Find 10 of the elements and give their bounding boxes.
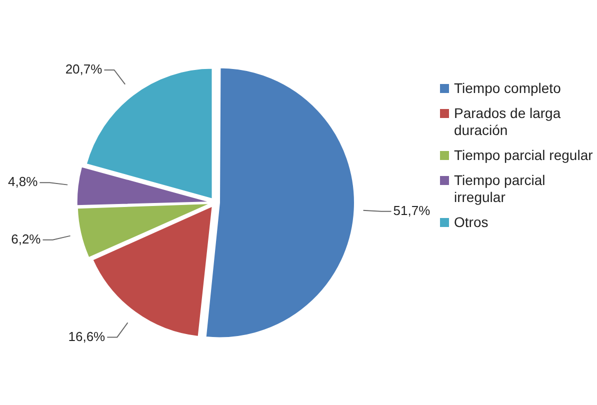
data-label: 16,6% bbox=[68, 328, 106, 344]
legend-label: Parados de larga duración bbox=[454, 105, 562, 139]
legend-label: Tiempo completo bbox=[454, 80, 561, 97]
data-label: 51,7% bbox=[393, 202, 431, 218]
legend-label: Tiempo parcial irregular bbox=[454, 172, 546, 206]
data-label: 20,7% bbox=[65, 62, 103, 77]
data-label: 6,2% bbox=[11, 231, 42, 246]
data-label: 4,8% bbox=[8, 174, 38, 190]
legend-label: Tiempo parcial regular bbox=[454, 147, 593, 164]
legend-label: Otros bbox=[454, 214, 488, 231]
